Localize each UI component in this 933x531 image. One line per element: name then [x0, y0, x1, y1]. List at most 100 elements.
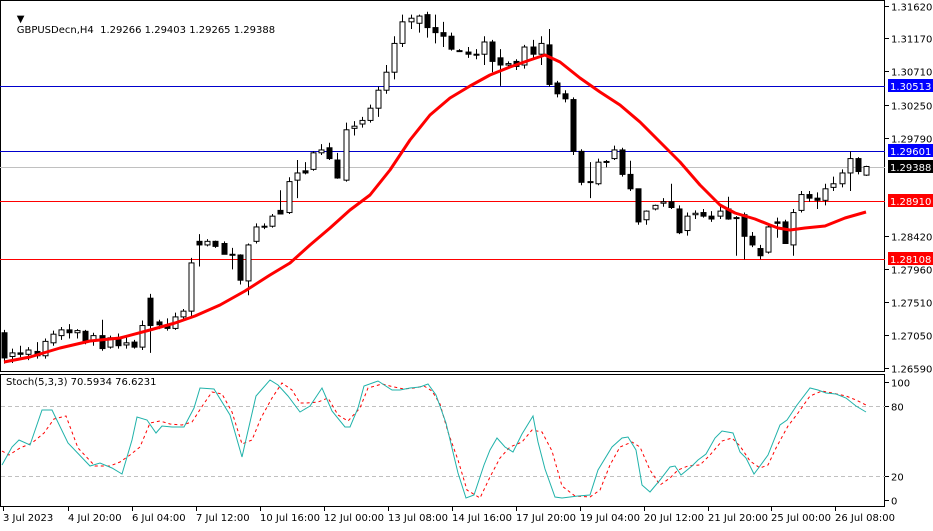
candle	[595, 158, 602, 186]
time-tick-label: 7 Jul 12:00	[196, 513, 250, 524]
candle	[668, 183, 675, 209]
time-tick-label: 17 Jul 20:00	[516, 513, 576, 524]
time-tick-label: 3 Jul 2023	[3, 513, 53, 524]
stoch-panel-frame	[0, 374, 885, 507]
candle	[212, 240, 219, 248]
candle	[863, 165, 870, 176]
candle	[562, 90, 569, 103]
horizontal-levels	[0, 86, 885, 260]
candle	[99, 319, 106, 351]
candle	[782, 219, 789, 244]
candle	[294, 160, 301, 199]
candle	[643, 210, 650, 225]
candle	[456, 49, 463, 53]
candle	[269, 213, 276, 228]
time-tick-label: 14 Jul 16:00	[452, 513, 512, 524]
candle	[497, 49, 504, 86]
time-tick-label: 19 Jul 04:00	[580, 513, 640, 524]
stoch-tick-label: 100	[891, 379, 910, 390]
candle	[521, 44, 528, 69]
candle	[806, 190, 813, 202]
price-tick-label: 1.28420	[891, 233, 932, 244]
candle	[822, 183, 829, 206]
stoch-signal-line	[1, 382, 867, 499]
candle	[489, 39, 496, 73]
candle	[757, 244, 764, 260]
candle	[237, 254, 244, 285]
candle	[465, 47, 472, 58]
candle	[798, 190, 805, 213]
time-tick-label: 4 Jul 20:00	[68, 513, 122, 524]
candle	[375, 86, 382, 117]
candle	[343, 122, 350, 182]
price-tick-label: 1.29790	[891, 135, 932, 146]
candle	[196, 234, 203, 267]
candle	[383, 65, 390, 94]
candle	[50, 330, 57, 346]
candle	[58, 326, 65, 340]
price-tick-label: 1.27510	[891, 299, 932, 310]
time-tick-label: 25 Jul 00:00	[771, 513, 831, 524]
candle	[440, 21, 447, 48]
candle	[619, 147, 626, 177]
level-price-label: 1.29388	[890, 163, 931, 174]
candle	[717, 205, 724, 220]
time-tick-label: 20 Jul 12:00	[644, 513, 704, 524]
candle	[635, 188, 642, 225]
candle	[310, 151, 317, 171]
candle	[188, 257, 195, 317]
candle	[367, 104, 374, 123]
candle	[326, 142, 333, 161]
candle	[123, 336, 130, 349]
candle	[147, 293, 154, 353]
time-tick-label: 13 Jul 08:00	[388, 513, 448, 524]
price-tick-label: 1.26590	[891, 365, 932, 376]
symbol-title: ▼ GBPUSDecn,H4 1.29266 1.29403 1.29265 1…	[4, 3, 275, 47]
candle	[530, 39, 537, 58]
price-axis: 1.31620 1.31170 1.30710 1.30250 1.29790 1.284…	[885, 3, 932, 376]
candle	[261, 223, 268, 230]
level-price-labels: 1.30513 1.29601 1.28910 1.28108 1.29388	[888, 79, 933, 266]
candle	[676, 205, 683, 235]
candle	[139, 320, 146, 351]
stoch-tick-label: 80	[891, 403, 904, 414]
candle	[131, 339, 138, 349]
stoch-title: Stoch(5,3,3) 70.5934 76.6231	[6, 377, 157, 388]
candle	[221, 241, 228, 255]
candle	[318, 144, 325, 155]
candle	[481, 36, 488, 66]
candle	[839, 169, 846, 188]
time-tick-label: 10 Jul 16:00	[260, 513, 320, 524]
price-tick-label: 1.31620	[891, 3, 932, 14]
stoch-main-line	[1, 379, 867, 499]
price-tick-label: 1.27050	[891, 332, 932, 343]
price-tick-label: 1.30710	[891, 68, 932, 79]
level-price-label: 1.29601	[890, 147, 931, 158]
candle	[286, 177, 293, 214]
candle	[399, 14, 406, 48]
level-price-label: 1.28108	[890, 255, 931, 266]
collapse-triangle-icon[interactable]: ▼	[16, 14, 25, 25]
candle	[603, 160, 610, 168]
candle	[416, 14, 423, 33]
time-tick-label: 26 Jul 08:00	[835, 513, 895, 524]
candle	[627, 160, 634, 191]
candle	[554, 80, 561, 98]
candle	[432, 14, 439, 44]
candle	[830, 176, 837, 191]
candle	[570, 97, 577, 155]
candle	[733, 216, 740, 256]
symbol-ohlc-text: GBPUSDecn,H4 1.29266 1.29403 1.29265 1.2…	[16, 25, 276, 36]
candle	[302, 162, 309, 175]
candle	[700, 208, 707, 218]
stoch-tick-label: 20	[891, 473, 904, 484]
candle	[359, 116, 366, 128]
candle	[587, 162, 594, 199]
moving-average-line	[3, 53, 867, 364]
candle	[277, 190, 284, 215]
candle	[391, 36, 398, 80]
price-tick-label: 1.30250	[891, 102, 932, 113]
stochastic-oscillator	[1, 379, 885, 499]
candle	[245, 243, 252, 296]
